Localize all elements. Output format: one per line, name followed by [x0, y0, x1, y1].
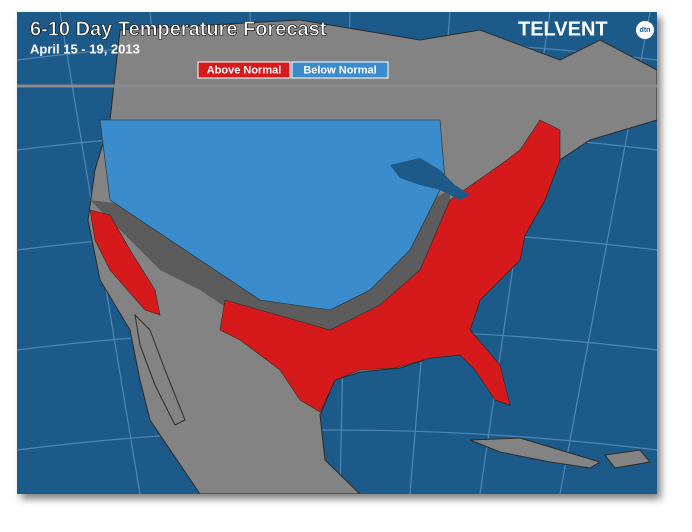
legend-swatch [291, 61, 389, 79]
logo-badge: dtn [640, 27, 651, 34]
cuba [469, 437, 602, 469]
title: 6-10 Day Temperature Forecast [30, 18, 327, 40]
great-lakes [390, 158, 470, 200]
legend-label: Below Normal [303, 64, 376, 76]
above-normal-region [219, 119, 561, 413]
above-normal-region [89, 209, 161, 316]
legend-label: Above Normal [207, 64, 282, 76]
date: April 15 - 19, 2013 [30, 41, 140, 56]
legend: Above Normal Below Normal [197, 61, 389, 79]
logo: TELVENT [518, 18, 608, 40]
logo-badge-bg [636, 21, 654, 39]
legend-swatch [197, 61, 291, 79]
hispaniola [604, 449, 651, 469]
below-normal-region [99, 119, 446, 311]
baja [134, 313, 186, 426]
map-body [17, 12, 657, 494]
